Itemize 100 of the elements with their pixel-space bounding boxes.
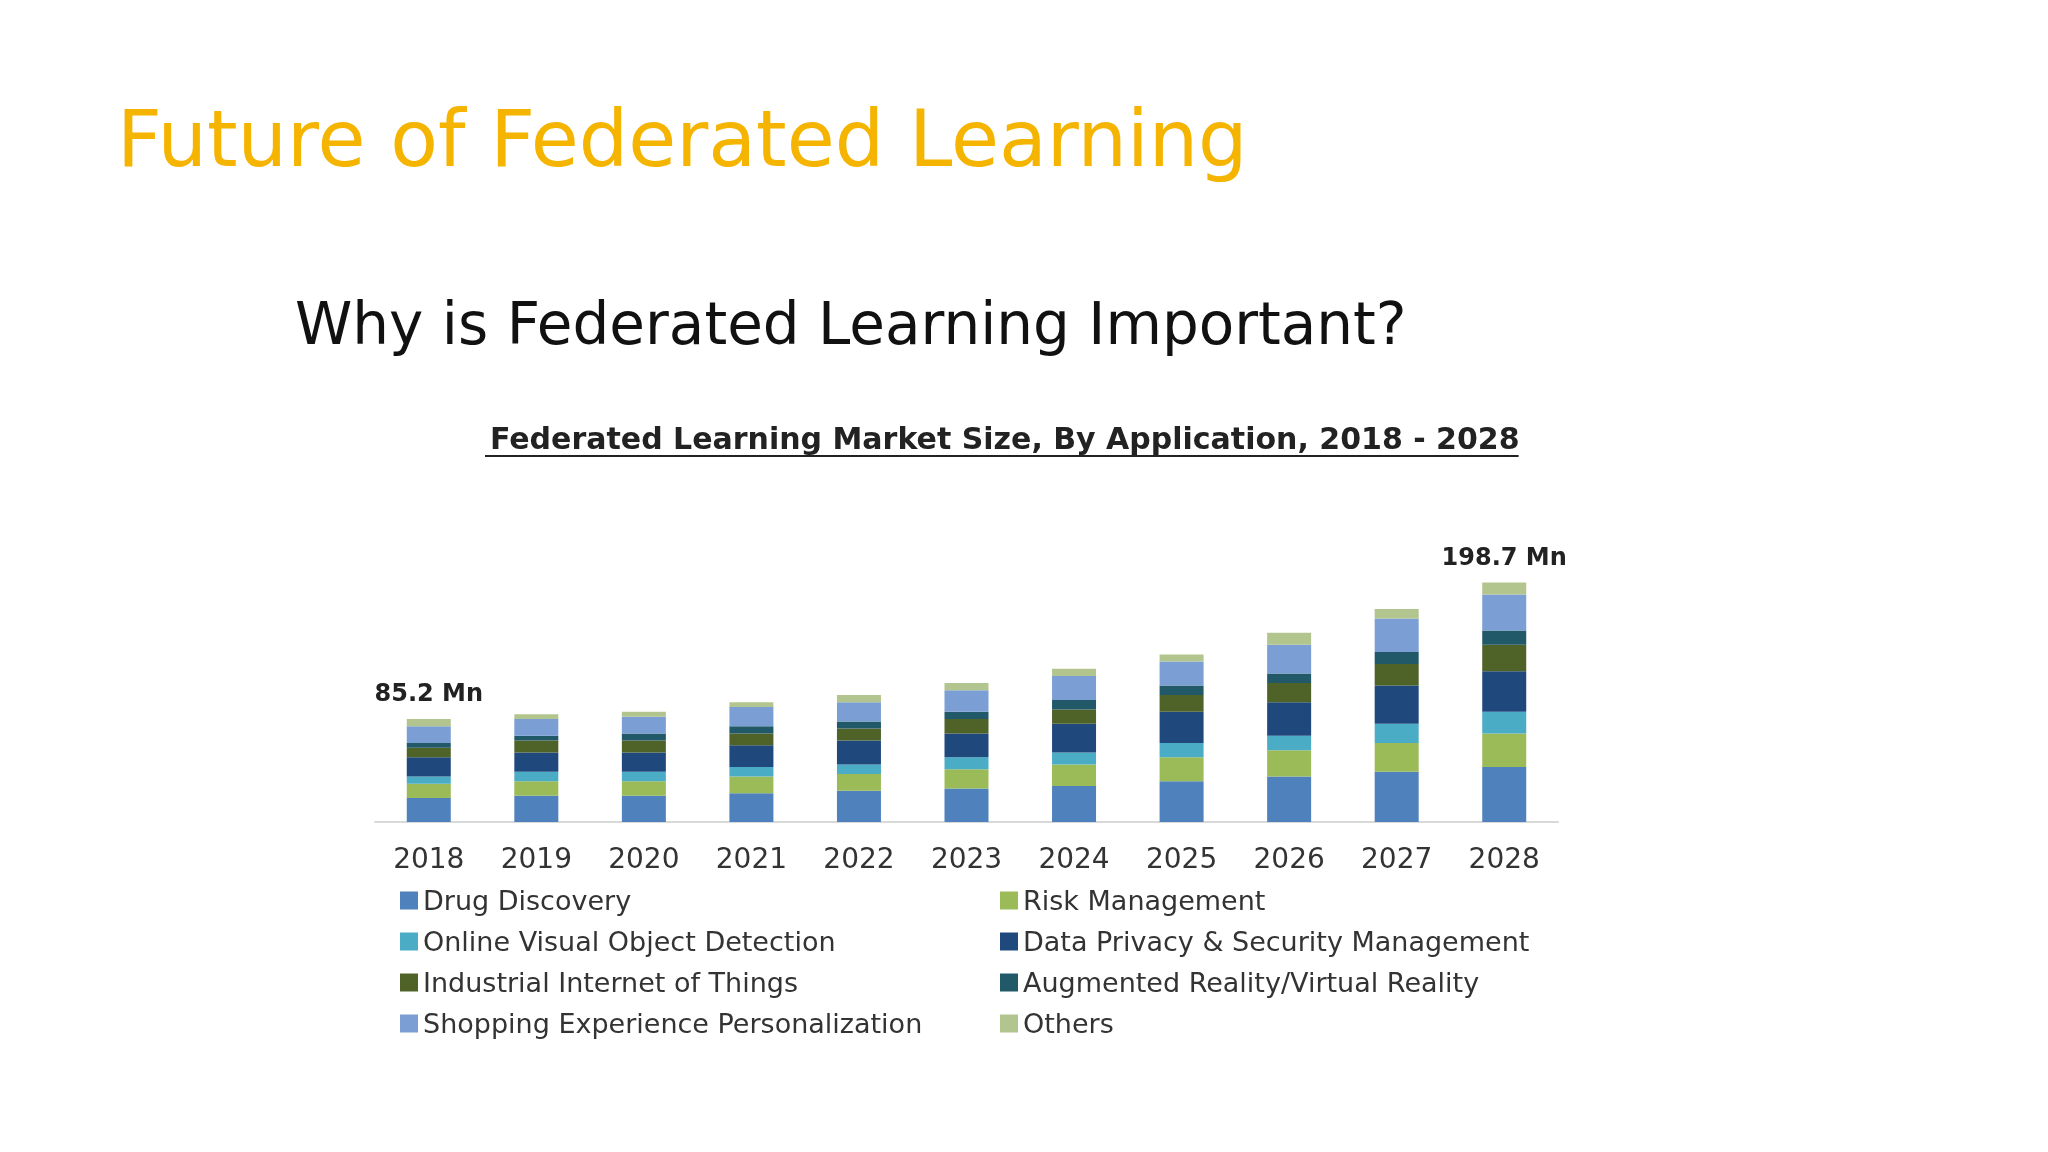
bar [621,740,666,753]
bar [621,752,666,772]
bar [406,783,451,799]
legend-label: Others [1023,1008,1114,1039]
bar [1267,632,1312,645]
bar [944,733,989,758]
legend-label: Industrial Internet of Things [423,967,799,998]
bar [621,795,666,822]
bar [1052,699,1097,710]
bar [1374,771,1419,822]
bar [1159,711,1204,743]
bar [836,740,881,765]
bar [1482,582,1527,595]
x-tick-label: 2021 [715,841,788,875]
bar [1052,752,1097,765]
bar [1159,695,1204,712]
bar [514,740,559,753]
bar [944,711,989,720]
legend-label: Data Privacy & Security Management [1023,926,1530,957]
annotation: 198.7 Mn [1441,542,1567,571]
x-tick-label: 2019 [500,841,572,875]
bar [621,716,666,734]
bar [1159,654,1204,662]
bar [729,766,774,777]
bar [1482,671,1527,712]
legend-label: Risk Management [1023,885,1266,916]
bar [944,719,989,734]
legend-label: Augmented Reality/Virtual Reality [1023,967,1480,998]
bar [1374,608,1419,619]
bar [836,790,881,822]
bar [1052,786,1097,822]
x-tick-label: 2027 [1361,841,1433,875]
text: Federated Learning Market Size, By Application, 2018 - 2028 [490,420,1520,456]
bar [1482,630,1527,645]
bar [621,771,666,782]
bar [1052,764,1097,787]
bar [1267,735,1312,751]
bar [1159,742,1204,758]
bar [514,752,559,772]
bar [406,726,451,743]
bar [1267,776,1312,822]
bar [406,776,451,784]
bar [406,757,451,777]
bar [944,757,989,770]
bar [1159,661,1204,686]
bar [621,733,666,741]
legend-label: Shopping Experience Personalization [423,1008,923,1039]
bar [1052,723,1097,753]
bar [1374,651,1419,664]
x-tick-label: 2022 [823,841,895,875]
bar [1482,711,1527,734]
x-tick-label: 2024 [1038,841,1110,875]
bar [1267,750,1312,777]
bar [836,721,881,729]
bar [406,747,451,758]
x-tick-label: 2020 [608,841,680,875]
bar [1267,702,1312,736]
bar [621,781,666,796]
bar [836,728,881,741]
bar [406,742,451,748]
bar [729,776,774,794]
bar [1159,685,1204,696]
bar [621,711,666,717]
bar [1374,742,1419,772]
bar [1159,781,1204,822]
bar [1482,733,1527,767]
bar [944,690,989,712]
bar [514,735,559,741]
chart-title: Future of Federated Learning [117,94,1248,184]
bar [514,719,559,736]
bar [944,769,989,789]
bar [1482,766,1527,822]
legend-label: Drug Discovery [423,885,632,916]
bar [729,745,774,767]
x-tick-label: 2025 [1145,841,1218,875]
x-tick-label: 2023 [930,841,1003,875]
annotation: 85.2 Mn [374,679,484,708]
bar [729,726,774,734]
bar [1052,668,1097,676]
bar [729,702,774,708]
bar [406,719,451,727]
bar [514,781,559,796]
bar [1267,683,1312,703]
bar [1159,757,1204,782]
bar [514,771,559,782]
x-tick-label: 2026 [1253,841,1325,875]
bar [1052,709,1097,724]
bar [1267,644,1312,674]
bar [729,793,774,822]
bar [836,702,881,722]
bar [514,714,559,720]
bar [836,774,881,791]
bar [1374,663,1419,686]
x-tick-label: 2028 [1468,841,1540,875]
bar [1374,723,1419,743]
legend-label: Online Visual Object Detection [423,926,836,957]
bar [836,695,881,703]
bar [1052,675,1097,700]
bar [406,798,451,822]
bar [944,788,989,822]
